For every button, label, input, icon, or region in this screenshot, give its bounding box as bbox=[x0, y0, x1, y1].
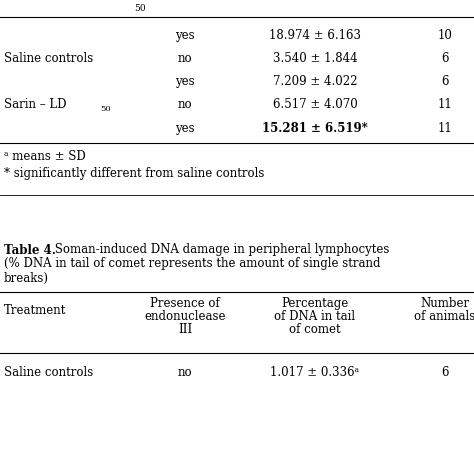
Text: Treatment: Treatment bbox=[4, 304, 66, 317]
Text: 1.017 ± 0.336ᵃ: 1.017 ± 0.336ᵃ bbox=[271, 366, 360, 380]
Text: of DNA in tail: of DNA in tail bbox=[274, 310, 356, 323]
Text: 10: 10 bbox=[438, 28, 453, 42]
Text: 3.540 ± 1.844: 3.540 ± 1.844 bbox=[273, 52, 357, 64]
Text: 15.281 ± 6.519*: 15.281 ± 6.519* bbox=[262, 121, 368, 135]
Text: 6.517 ± 4.070: 6.517 ± 4.070 bbox=[273, 98, 357, 110]
Text: 50: 50 bbox=[100, 105, 110, 113]
Text: no: no bbox=[178, 52, 192, 64]
Text: yes: yes bbox=[175, 121, 195, 135]
Text: 6: 6 bbox=[441, 366, 449, 380]
Text: Number: Number bbox=[420, 297, 470, 310]
Text: 11: 11 bbox=[438, 121, 452, 135]
Text: Sarin – LD: Sarin – LD bbox=[4, 98, 66, 110]
Text: III: III bbox=[178, 323, 192, 336]
Text: Table 4.: Table 4. bbox=[4, 244, 56, 256]
Text: 50: 50 bbox=[134, 3, 146, 12]
Text: ᵃ means ± SD: ᵃ means ± SD bbox=[4, 151, 86, 164]
Text: Percentage: Percentage bbox=[282, 297, 348, 310]
Text: 6: 6 bbox=[441, 74, 449, 88]
Text: Soman-induced DNA damage in peripheral lymphocytes: Soman-induced DNA damage in peripheral l… bbox=[51, 244, 389, 256]
Text: 7.209 ± 4.022: 7.209 ± 4.022 bbox=[273, 74, 357, 88]
Text: 6: 6 bbox=[441, 52, 449, 64]
Text: Saline controls: Saline controls bbox=[4, 52, 93, 64]
Text: Presence of: Presence of bbox=[150, 297, 220, 310]
Text: 11: 11 bbox=[438, 98, 452, 110]
Text: no: no bbox=[178, 366, 192, 380]
Text: * significantly different from saline controls: * significantly different from saline co… bbox=[4, 166, 264, 180]
Text: Saline controls: Saline controls bbox=[4, 366, 93, 380]
Text: breaks): breaks) bbox=[4, 272, 49, 284]
Text: endonuclease: endonuclease bbox=[144, 310, 226, 323]
Text: of animals: of animals bbox=[414, 310, 474, 323]
Text: yes: yes bbox=[175, 28, 195, 42]
Text: yes: yes bbox=[175, 74, 195, 88]
Text: of comet: of comet bbox=[289, 323, 341, 336]
Text: (% DNA in tail of comet represents the amount of single strand: (% DNA in tail of comet represents the a… bbox=[4, 257, 381, 271]
Text: no: no bbox=[178, 98, 192, 110]
Text: 18.974 ± 6.163: 18.974 ± 6.163 bbox=[269, 28, 361, 42]
